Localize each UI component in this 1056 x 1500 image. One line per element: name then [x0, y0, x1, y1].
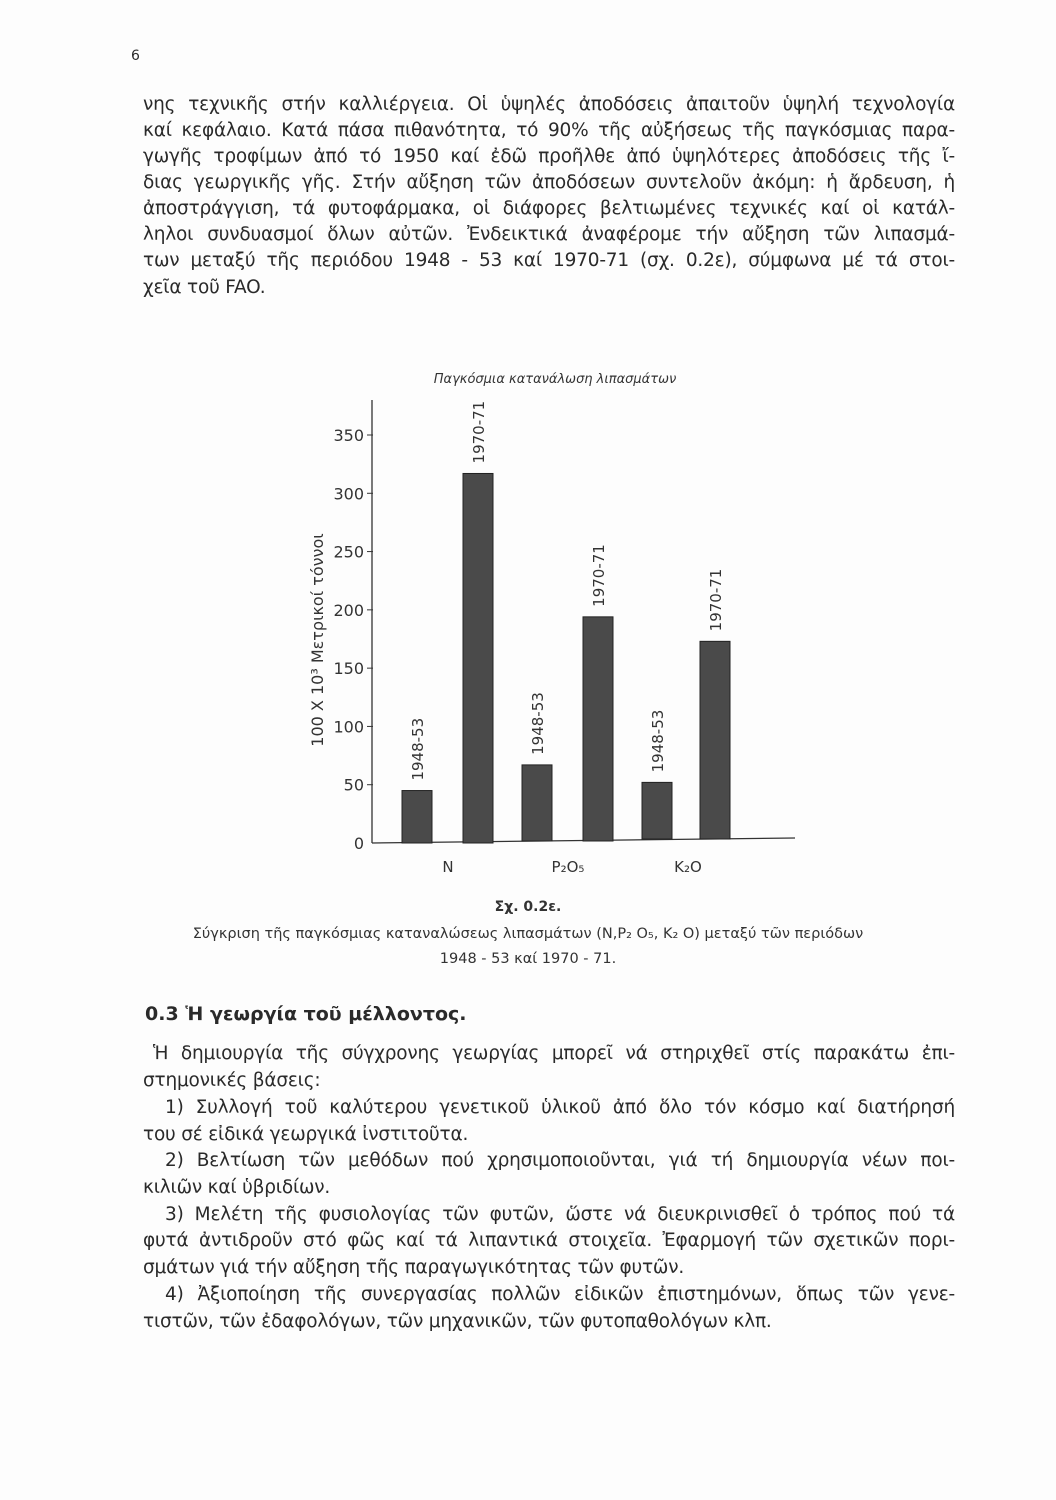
- bar-1948-53: [521, 764, 553, 842]
- bar-label: 1970-71: [590, 544, 608, 607]
- y-axis-label: 100 X 10³ Μετρικοί τόννοι: [308, 533, 327, 746]
- y-tick-label: 150: [333, 659, 364, 678]
- x-category-label: N: [442, 858, 453, 876]
- y-tick-label: 350: [333, 426, 364, 445]
- text-line: των μεταξύ τῆς περιόδου 1948 - 53 καί 19…: [143, 250, 955, 271]
- text-line: 3) Μελέτη τῆς φυσιολογίας τῶν φυτῶν, ὥστ…: [165, 1204, 955, 1225]
- text-line: τιστῶν, τῶν ἐδαφολόγων, τῶν μηχανικῶν, τ…: [143, 1311, 772, 1332]
- text-line: διας γεωργικῆς γῆς. Στήν αὔξηση τῶν ἀποδ…: [143, 172, 955, 193]
- text-line: στημονικές βάσεις:: [143, 1070, 321, 1091]
- bar-label: 1970-71: [470, 401, 488, 464]
- text-line: ληλοι συνδυασμοί ὅλων αὐτῶν. Ἐνδεικτικά …: [143, 224, 955, 245]
- text-line: γωγῆς τροφίμων ἀπό τό 1950 καί ἐδῶ προῆλ…: [143, 146, 955, 167]
- text-line: 2) Βελτίωση τῶν μεθόδων πού χρησιμοποιοῦ…: [165, 1150, 955, 1171]
- y-tick-label: 200: [333, 601, 364, 620]
- bar-1948-53: [641, 781, 673, 840]
- text-line: σμάτων γιά τήν αὔξηση τῆς παραγωγικότητα…: [143, 1257, 685, 1278]
- bar-label: 1948-53: [409, 718, 427, 781]
- text-line: νης τεχνικῆς στήν καλλιέργεια. Οἱ ὑψηλές…: [143, 94, 955, 115]
- x-category-label: K₂O: [674, 858, 702, 876]
- y-tick-label: 250: [333, 543, 364, 562]
- bar-1948-53: [401, 790, 433, 844]
- text-line: 1) Συλλογή τοῦ καλύτερου γενετικοῦ ὑλικο…: [165, 1097, 955, 1118]
- figure-caption-line2: 1948 - 53 καί 1970 - 71.: [439, 951, 617, 967]
- bar-label: 1970-71: [707, 569, 725, 632]
- section-heading: 0.3 Ἡ γεωργία τοῦ μέλλοντος.: [145, 1003, 467, 1025]
- y-tick-label: 50: [344, 776, 364, 795]
- text-line: 4) Ἀξιοποίηση τῆς συνεργασίας πολλῶν εἰδ…: [165, 1284, 955, 1305]
- chart-title: Παγκόσμια κατανάλωση λιπασμάτων: [434, 372, 676, 387]
- y-tick-label: 300: [333, 484, 364, 503]
- bar-1970-71: [582, 616, 614, 842]
- fertilizer-bar-chart: Παγκόσμια κατανάλωση λιπασμάτων 100 X 10…: [308, 372, 796, 876]
- text-line: του σέ εἰδικά γεωργικά ἰνστιτοῦτα.: [143, 1124, 469, 1145]
- bar-1970-71: [699, 640, 731, 840]
- bar-label: 1948-53: [649, 710, 667, 773]
- bar-label: 1948-53: [529, 692, 547, 755]
- text-line: ἀποστράγγιση, τά φυτοφάρμακα, οἱ διάφορε…: [143, 198, 955, 219]
- bar-1970-71: [462, 472, 494, 844]
- y-tick-label: 0: [354, 834, 364, 853]
- y-tick-label: 100: [333, 717, 364, 736]
- page-number: 6: [131, 48, 140, 64]
- text-line: Ἡ δημιουργία τῆς σύγχρονης γεωργίας μπορ…: [153, 1043, 955, 1064]
- figure-caption-line1: Σύγκριση τῆς παγκόσμιας καταναλώσεως λιπ…: [192, 926, 864, 942]
- text-line: χεῖα τοῦ FAO.: [143, 277, 266, 298]
- figure-number: Σχ. 0.2ε.: [494, 899, 562, 915]
- text-line: κιλιῶν καί ὑβριδίων.: [143, 1177, 331, 1198]
- x-category-label: P₂O₅: [552, 858, 585, 876]
- text-line: καί κεφάλαιο. Κατά πάσα πιθανότητα, τό 9…: [143, 120, 955, 141]
- text-line: φυτά ἀντιδροῦν στό φῶς καί τά λιπαντικά …: [143, 1230, 955, 1251]
